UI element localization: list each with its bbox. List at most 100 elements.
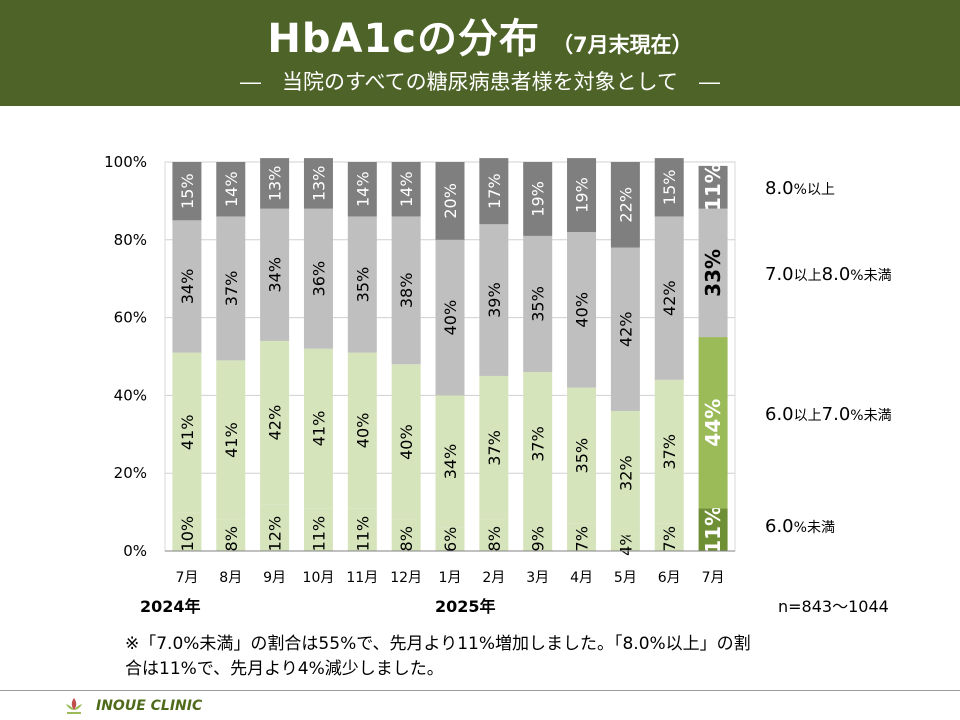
- bar-segment: [567, 387, 597, 524]
- bar-data-label: 38%: [397, 273, 416, 309]
- legend-unit: %未満: [793, 520, 835, 536]
- y-tick-label: 0%: [123, 542, 147, 560]
- bar-segment: [698, 165, 728, 209]
- x-tick-label: 11月: [346, 570, 378, 586]
- bar-data-label: 7%: [660, 526, 679, 551]
- bar-segment: [567, 523, 597, 551]
- bar-data-label: 11%: [701, 506, 725, 554]
- bar-data-label: 9%: [529, 526, 548, 551]
- bar-data-label: 41%: [178, 415, 197, 451]
- bar-segment: [172, 352, 202, 513]
- x-tick-label: 10月: [303, 570, 335, 586]
- legend-item-6-7: 6.0以上7.0%未満: [765, 404, 892, 425]
- bar-data-label: 37%: [660, 434, 679, 470]
- bar-data-label: 19%: [529, 181, 548, 217]
- bar-segment: [567, 232, 597, 388]
- bar-data-label: 42%: [660, 280, 679, 316]
- x-tick-label: 7月: [175, 570, 198, 586]
- bar-segment: [303, 158, 333, 209]
- title-row: HbA1cの分布 （7月末現在）: [0, 6, 960, 64]
- bar-data-label: 40%: [441, 300, 460, 336]
- x-tick-label: 12月: [390, 570, 422, 586]
- year-label-2025: 2025年: [435, 597, 496, 616]
- bar-segment: [347, 162, 377, 217]
- x-tick-label: 7月: [702, 570, 725, 586]
- bar-data-label: 8%: [222, 526, 241, 551]
- bar-data-label: 35%: [573, 438, 592, 474]
- y-tick-label: 100%: [104, 153, 147, 171]
- bar-segment: [391, 519, 421, 551]
- legend-value: 7.0: [765, 264, 794, 285]
- y-tick-label: 60%: [114, 309, 147, 327]
- bar-data-label: 37%: [485, 430, 504, 466]
- bar-data-label: 39%: [485, 282, 504, 318]
- bar-segment: [523, 515, 553, 551]
- bar-data-label: 8%: [485, 526, 504, 551]
- x-tick-label: 8月: [219, 570, 242, 586]
- bar-segment: [391, 216, 421, 365]
- bar-segment: [479, 158, 509, 225]
- legend-unit: 以上: [793, 408, 822, 424]
- header-banner: HbA1cの分布 （7月末現在） ― 当院のすべての糖尿病患者様を対象として ―: [0, 0, 960, 106]
- legend-unit: %以上: [793, 182, 835, 198]
- bar-segment: [523, 372, 553, 516]
- x-tick-label: 3月: [526, 570, 549, 586]
- bar-data-label: 14%: [222, 171, 241, 207]
- bar-segment: [567, 158, 597, 233]
- x-tick-label: 1月: [439, 570, 462, 586]
- legend-value: 6.0: [765, 404, 794, 425]
- bar-data-label: 8%: [397, 526, 416, 551]
- sample-size: n=843～1044: [778, 597, 889, 616]
- note-text: ※「7.0%未満」の割合は55%で、先月より11%増加しました。「8.0%以上」…: [125, 634, 751, 679]
- bar-segment: [216, 216, 246, 361]
- bar-segment: [435, 162, 465, 240]
- bar-data-label: 12%: [266, 516, 285, 552]
- legend-unit-2: %未満: [850, 268, 892, 284]
- bar-data-label: 10%: [178, 516, 197, 552]
- x-tick-label: 6月: [658, 570, 681, 586]
- bar-data-label: 40%: [353, 413, 372, 449]
- bar-data-label: 40%: [573, 292, 592, 328]
- bar-segment: [347, 216, 377, 353]
- bar-data-label: 34%: [266, 257, 285, 293]
- y-tick-label: 80%: [114, 231, 147, 249]
- bar-segment: [391, 162, 421, 217]
- bar-data-label: 42%: [616, 311, 635, 347]
- legend-item-8-plus: 8.0%以上: [765, 178, 835, 199]
- year-label-2024: 2024年: [140, 597, 201, 616]
- bar-segment: [479, 519, 509, 551]
- bar-data-label: 34%: [441, 444, 460, 480]
- legend-value: 6.0: [765, 516, 794, 537]
- legend-item-under-6: 6.0%未満: [765, 516, 835, 537]
- bar-segment: [479, 375, 509, 520]
- bar-segment: [216, 162, 246, 217]
- bar-segment: [435, 395, 465, 528]
- bar-segment: [303, 348, 333, 509]
- bar-segment: [391, 364, 421, 520]
- bar-segment: [523, 162, 553, 236]
- bar-data-label: 11%: [309, 516, 328, 552]
- bar-data-label: 35%: [353, 267, 372, 303]
- bar-segment: [347, 352, 377, 509]
- bar-data-label: 11%: [353, 516, 372, 552]
- legend-value-2: 7.0: [821, 404, 851, 425]
- bar-data-label: 40%: [397, 424, 416, 460]
- bar-data-label: 15%: [178, 173, 197, 209]
- bar-segment: [698, 208, 728, 338]
- bar-segment: [610, 410, 640, 536]
- stacked-bar-chart: 0% 20% 40% 60% 80% 100% 10% 41% 34% 15% 7月 8% 41% 37%…: [104, 153, 736, 586]
- legend-item-7-8: 7.0以上8.0%未満: [765, 264, 892, 285]
- bar-data-label: 41%: [309, 411, 328, 447]
- bar-segment: [172, 512, 202, 551]
- bar-data-label: 35%: [529, 286, 548, 322]
- bar-segment: [435, 527, 465, 551]
- legend-value-2: 8.0: [821, 264, 851, 285]
- x-tick-label: 9月: [263, 570, 286, 586]
- bar-data-label: 22%: [616, 187, 635, 223]
- bar-data-label: 34%: [178, 269, 197, 305]
- bar-data-label: 37%: [222, 271, 241, 307]
- bar-data-label: 42%: [266, 405, 285, 441]
- bar-segment: [654, 216, 684, 380]
- page-title-sub: （7月末現在）: [551, 33, 693, 57]
- bar-segment: [216, 360, 246, 520]
